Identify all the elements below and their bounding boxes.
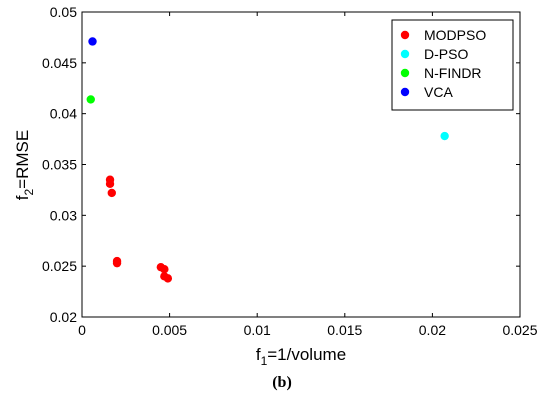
legend-label-n-findr: N-FINDR xyxy=(424,65,482,81)
x-tick-label: 0.015 xyxy=(327,322,362,338)
x-tick-label: 0.02 xyxy=(419,322,446,338)
x-axis-label-rest: =1/volume xyxy=(267,345,346,364)
y-tick-label: 0.035 xyxy=(42,157,77,173)
y-axis-label-base: f xyxy=(13,195,32,200)
legend: MODPSO D-PSO N-FINDR VCA xyxy=(391,19,514,111)
legend-label-vca: VCA xyxy=(424,84,453,100)
data-point-vca xyxy=(88,37,97,46)
x-axis-label-base: f xyxy=(256,345,261,364)
figure-caption: (b) xyxy=(272,374,292,391)
y-tick-label: 0.025 xyxy=(42,258,77,274)
y-axis-ticks: 0.02 0.025 0.03 0.035 0.04 0.045 0.05 xyxy=(42,4,520,325)
x-axis-label: f1=1/volume xyxy=(256,345,346,368)
legend-entries: MODPSO D-PSO N-FINDR VCA xyxy=(400,27,486,100)
y-tick-label: 0.03 xyxy=(50,207,77,223)
x-axis-label-subscript: 1 xyxy=(261,354,268,368)
data-point-modpso xyxy=(112,258,122,268)
x-tick-label: 0.01 xyxy=(244,322,271,338)
y-axis-label-subscript: 2 xyxy=(22,189,36,196)
x-tick-label: 0.005 xyxy=(152,322,187,338)
legend-marker-d-pso xyxy=(400,49,410,59)
legend-label-d-pso: D-PSO xyxy=(424,46,468,62)
x-axis-ticks: 0 0.005 0.01 0.015 0.02 0.025 xyxy=(78,12,538,338)
data-points xyxy=(86,37,449,283)
legend-marker-n-findr xyxy=(400,68,410,78)
data-point-modpso xyxy=(107,188,116,198)
x-tick-label: 0 xyxy=(78,322,86,338)
y-tick-label: 0.045 xyxy=(42,55,77,71)
y-axis-label: f2=RMSE xyxy=(13,130,36,200)
x-tick-label: 0.025 xyxy=(502,322,537,338)
legend-marker-modpso xyxy=(400,30,410,40)
data-point-d-pso xyxy=(440,131,449,141)
legend-marker-vca xyxy=(400,87,410,97)
y-tick-label: 0.05 xyxy=(50,4,77,20)
legend-label-modpso: MODPSO xyxy=(424,27,486,43)
data-point-modpso xyxy=(160,265,169,274)
y-axis-label-rest: =RMSE xyxy=(13,130,32,189)
y-tick-label: 0.02 xyxy=(50,309,77,325)
legend-box xyxy=(391,19,514,111)
data-point-modpso xyxy=(105,179,115,189)
y-tick-label: 0.04 xyxy=(50,106,77,122)
data-point-n-findr xyxy=(86,95,95,104)
data-point-modpso xyxy=(163,274,173,283)
